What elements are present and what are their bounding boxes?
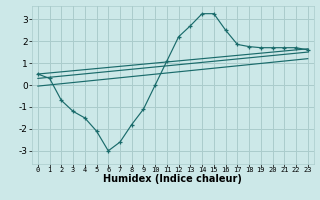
X-axis label: Humidex (Indice chaleur): Humidex (Indice chaleur) — [103, 174, 242, 184]
